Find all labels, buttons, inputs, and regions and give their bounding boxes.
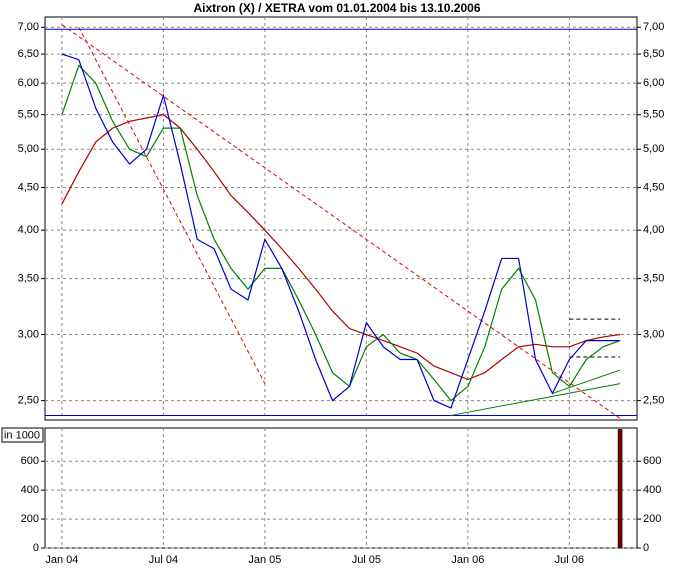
price-line [61, 53, 621, 409]
y-label-box [1, 427, 44, 443]
x-tick-label: Jul 04 [149, 554, 178, 566]
y-tick-label: 6,50 [643, 48, 664, 60]
y-tick-label: 600 [21, 455, 39, 467]
y-tick-label: 3,50 [643, 273, 664, 285]
trend-line [61, 24, 621, 419]
y-tick-label: 6,00 [643, 77, 664, 89]
y-tick-label: 6,50 [18, 48, 39, 60]
y-tick-label: 7,00 [18, 21, 39, 33]
y-tick-label: 3,00 [643, 328, 664, 340]
y-tick-label: 6,00 [18, 77, 39, 89]
x-tick-label: Jan 04 [45, 554, 78, 566]
plot-frame [44, 16, 638, 421]
x-tick-label: Jul 06 [555, 554, 584, 566]
trend-line [552, 369, 621, 394]
chart-title: Aixtron (X) / XETRA vom 01.01.2004 bis 1… [193, 1, 480, 15]
trend-line [450, 383, 621, 416]
y-tick-label: 0 [643, 542, 649, 554]
y-tick-label: 400 [643, 484, 661, 496]
y-tick-label: 5,00 [643, 143, 664, 155]
y-tick-label: 600 [643, 455, 661, 467]
y-tick-label: 3,50 [18, 273, 39, 285]
x-tick-label: Jul 05 [352, 554, 381, 566]
y-tick-label: 2,50 [643, 395, 664, 407]
y-tick-label: 4,50 [643, 181, 664, 193]
y-tick-label: 200 [21, 513, 39, 525]
y-tick-label: 5,50 [643, 109, 664, 121]
x-tick-label: Jan 05 [248, 554, 281, 566]
y-tick-label: 5,50 [18, 109, 39, 121]
y-tick-label: 2,50 [18, 395, 39, 407]
y-tick-label: 200 [643, 513, 661, 525]
price-line [61, 64, 621, 402]
volume-bar [617, 429, 623, 549]
y-tick-label: 3,00 [18, 328, 39, 340]
y-tick-label: 4,00 [18, 224, 39, 236]
y-tick-label: 4,00 [643, 224, 664, 236]
y-tick-label: 400 [21, 484, 39, 496]
y-tick-label: 5,00 [18, 143, 39, 155]
price-line [61, 114, 621, 381]
y-tick-label: 0 [33, 542, 39, 554]
y-tick-label: 7,00 [643, 21, 664, 33]
y-axis-label: in 1000 [4, 429, 40, 441]
x-tick-label: Jan 06 [451, 554, 484, 566]
y-tick-label: 4,50 [18, 181, 39, 193]
